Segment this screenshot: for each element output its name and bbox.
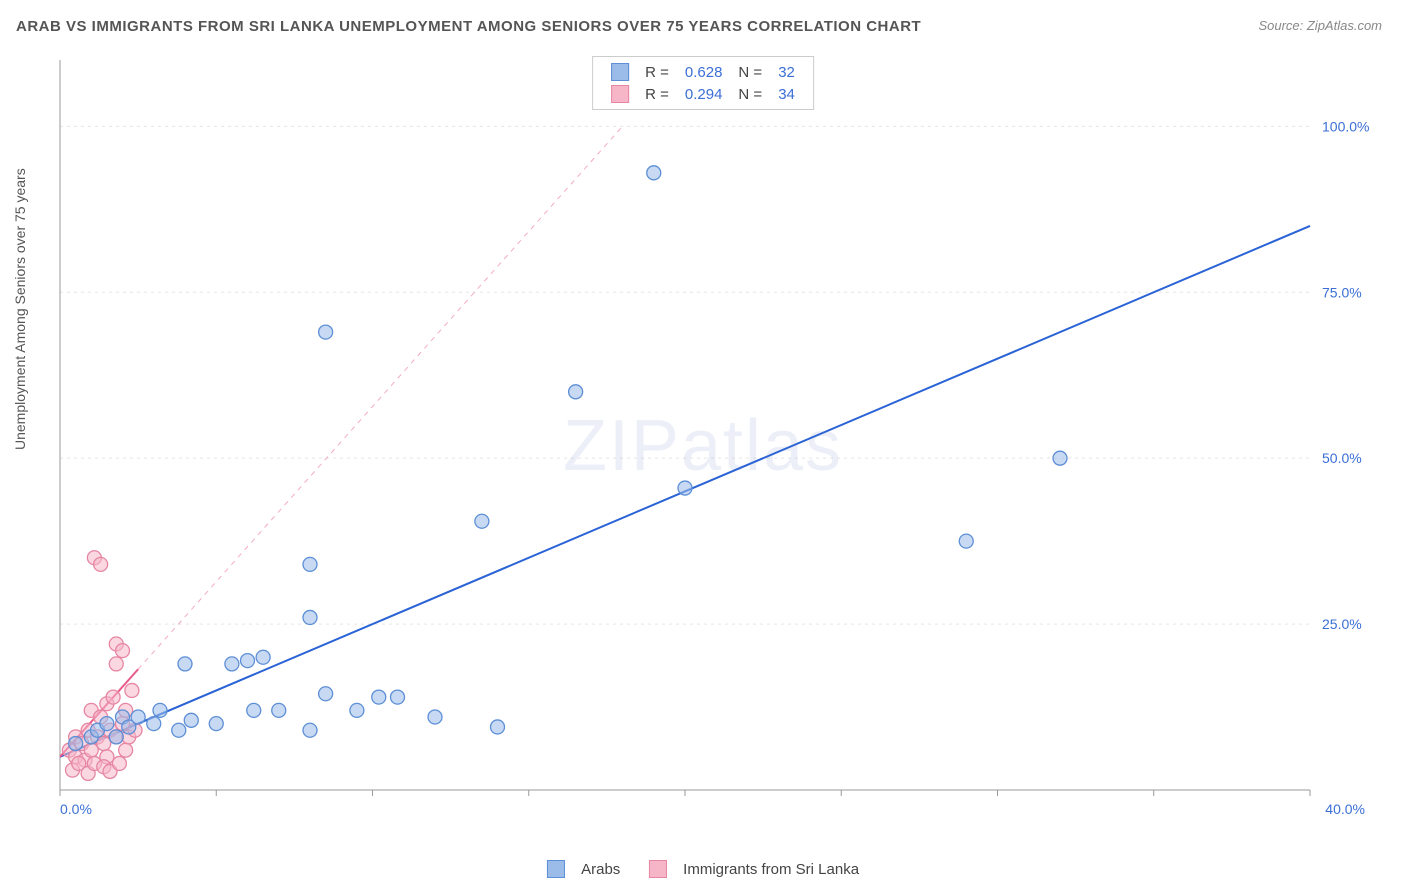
y-axis-label: Unemployment Among Seniors over 75 years	[12, 168, 28, 450]
svg-text:25.0%: 25.0%	[1322, 616, 1362, 632]
legend-series-label: Immigrants from Sri Lanka	[683, 861, 859, 878]
plot-area: 25.0% 50.0% 75.0% 100.0% 0.0% 40.0%	[50, 50, 1380, 830]
r-value: 0.628	[677, 61, 731, 83]
r-value: 0.294	[677, 83, 731, 105]
scatter-svg: 25.0% 50.0% 75.0% 100.0% 0.0% 40.0%	[50, 50, 1380, 830]
svg-text:50.0%: 50.0%	[1322, 450, 1362, 466]
legend-swatch-icon	[649, 860, 667, 878]
legend-stats-row: R = 0.294 N = 34	[603, 83, 803, 105]
r-label: R =	[637, 83, 677, 105]
svg-text:100.0%: 100.0%	[1322, 118, 1369, 134]
legend-swatch-icon	[547, 860, 565, 878]
n-label: N =	[730, 61, 770, 83]
legend-stats: R = 0.628 N = 32 R = 0.294 N = 34	[592, 56, 814, 110]
legend-swatch-icon	[611, 85, 629, 103]
legend-swatch-icon	[611, 63, 629, 81]
svg-text:40.0%: 40.0%	[1325, 801, 1365, 817]
svg-text:75.0%: 75.0%	[1322, 284, 1362, 300]
svg-text:0.0%: 0.0%	[60, 801, 92, 817]
n-value: 32	[770, 61, 803, 83]
legend-stats-row: R = 0.628 N = 32	[603, 61, 803, 83]
chart-title: ARAB VS IMMIGRANTS FROM SRI LANKA UNEMPL…	[16, 18, 921, 35]
r-label: R =	[637, 61, 677, 83]
n-value: 34	[770, 83, 803, 105]
legend-series-label: Arabs	[581, 861, 620, 878]
source-label: Source: ZipAtlas.com	[1258, 18, 1382, 33]
n-label: N =	[730, 83, 770, 105]
legend-series: Arabs Immigrants from Sri Lanka	[541, 860, 865, 878]
